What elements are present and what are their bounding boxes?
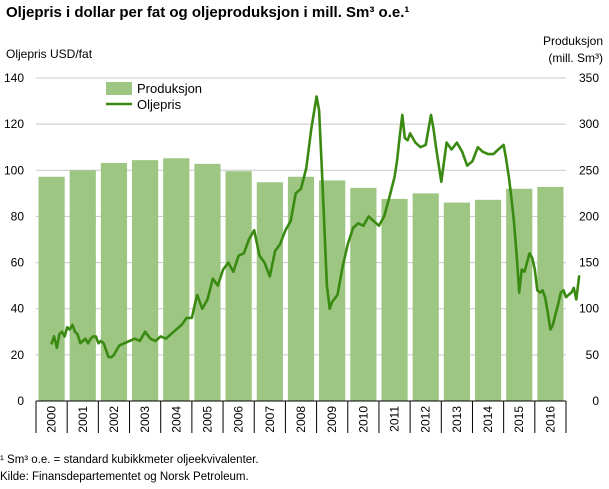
bar-produksjon-2002	[100, 162, 128, 401]
x-tick-label-2005: 2005	[200, 406, 214, 433]
bar-produksjon-2011	[381, 198, 408, 401]
right-tick-label: 50	[586, 348, 600, 362]
right-axis-label-line-1: Produksjon	[542, 34, 603, 48]
x-tick-label-2011: 2011	[388, 406, 402, 432]
oljepris-line	[50, 95, 581, 359]
left-tick-label: 120	[4, 117, 24, 131]
bar-produksjon-2013	[443, 202, 470, 401]
left-tick-label: 80	[11, 209, 25, 223]
axes: 0 20 40 60 80 100 120 140 0 50 100 150 200 250 300 350 2…	[4, 71, 599, 433]
bar-produksjon-2015	[506, 188, 533, 401]
legend-swatch-produksjon	[106, 82, 132, 95]
x-tick-label-2016: 2016	[543, 406, 557, 433]
left-axis-label: Oljepris USD/fat	[6, 47, 93, 61]
x-tick-label-2003: 2003	[138, 406, 152, 433]
combo-chart: 0 20 40 60 80 100 120 140 0 50 100 150 200 250 300 350 2…	[4, 71, 599, 433]
bar-produksjon-2007	[256, 182, 283, 401]
bar-produksjon-2012	[412, 193, 439, 401]
x-tick-label-2009: 2009	[325, 406, 339, 433]
right-tick-label: 300	[579, 117, 599, 131]
right-tick-label: 250	[579, 163, 599, 177]
x-tick-label-2006: 2006	[232, 406, 246, 433]
right-tick-label: 100	[579, 302, 599, 316]
left-tick-label: 40	[11, 302, 25, 316]
legend-label-produksjon: Produksjon	[137, 81, 202, 96]
x-tick-label-2008: 2008	[294, 406, 308, 433]
x-tick-label-2000: 2000	[45, 406, 59, 433]
x-tick-label-2002: 2002	[107, 406, 121, 433]
oil-price-line-layer	[50, 95, 581, 359]
right-tick-label: 0	[592, 394, 599, 408]
x-tick-label-2013: 2013	[450, 406, 464, 433]
x-tick-label-2007: 2007	[263, 406, 277, 433]
bar-produksjon-2014	[474, 199, 502, 401]
x-tick-label-2004: 2004	[169, 406, 183, 433]
x-tick-label-2015: 2015	[512, 406, 526, 433]
right-axis-label-line-2: (mill. Sm³)	[548, 51, 603, 65]
bar-produksjon-2006	[225, 171, 252, 401]
legend: Produksjon Oljepris	[106, 81, 202, 112]
bar-produksjon-2000	[38, 176, 65, 401]
right-tick-label: 350	[579, 71, 599, 85]
left-tick-label: 60	[11, 256, 25, 270]
bar-produksjon-2003	[132, 160, 159, 401]
bar-produksjon-2004	[163, 158, 190, 401]
footnote-definition: ¹ Sm³ o.e. = standard kubikkmeter oljeek…	[0, 454, 259, 466]
footnote-source: Kilde: Finansdepartementet og Norsk Petr…	[0, 471, 249, 483]
production-bars	[38, 158, 564, 401]
footnotes: ¹ Sm³ o.e. = standard kubikkmeter oljeek…	[0, 452, 259, 486]
right-axis-label: Produksjon (mill. Sm³)	[543, 33, 603, 67]
bar-produksjon-2001	[69, 170, 96, 401]
x-tick-label-2014: 2014	[481, 406, 495, 433]
left-tick-label: 0	[17, 394, 24, 408]
x-tick-label-2012: 2012	[419, 406, 433, 433]
x-tick-label-2010: 2010	[356, 406, 370, 433]
legend-label-oljepris: Oljepris	[137, 97, 182, 112]
chart-title: Oljepris i dollar per fat og oljeproduks…	[6, 4, 410, 21]
left-tick-label: 20	[11, 348, 25, 362]
right-tick-label: 200	[579, 209, 599, 223]
left-tick-label: 100	[4, 163, 24, 177]
left-tick-label: 140	[4, 71, 24, 85]
right-tick-label: 150	[579, 256, 599, 270]
x-tick-label-2001: 2001	[76, 406, 90, 433]
